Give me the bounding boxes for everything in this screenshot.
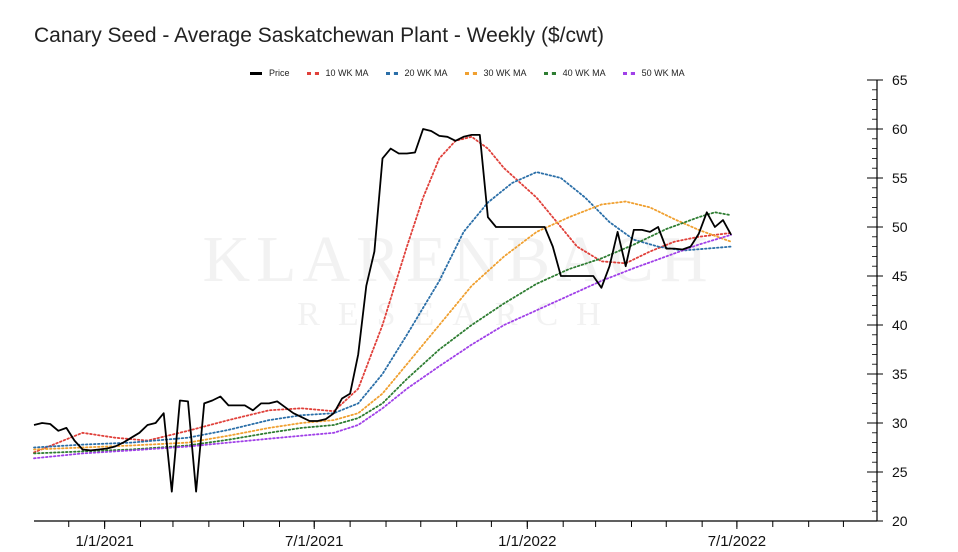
y-tick-label: 65: [892, 72, 908, 88]
legend-item: 40 WK MA: [543, 68, 606, 78]
y-tick-label: 35: [892, 366, 908, 382]
series-line-30-wk-ma: [33, 200, 732, 451]
legend-swatch: [464, 71, 477, 75]
y-tick-label: 55: [892, 170, 908, 186]
legend-item: 20 WK MA: [385, 68, 448, 78]
legend-swatch: [385, 71, 398, 75]
series-line-50-wk-ma: [33, 233, 732, 460]
legend-item: 10 WK MA: [306, 68, 369, 78]
y-tick-label: 50: [892, 219, 908, 235]
legend-swatch: [543, 71, 556, 75]
y-tick-label: 60: [892, 121, 908, 137]
legend-swatch: [622, 71, 635, 75]
chart-legend: Price 10 WK MA 20 WK MA 30 WK MA 40 WK MA 50 …: [250, 66, 702, 80]
x-tick-label: 1/1/2021: [75, 533, 133, 550]
legend-label: 40 WK MA: [562, 68, 606, 78]
chart-title: Canary Seed - Average Saskatchewan Plant…: [34, 24, 604, 47]
x-tick-label: 7/1/2022: [708, 533, 766, 550]
y-tick-label: 25: [892, 464, 908, 480]
legend-label: 20 WK MA: [404, 68, 448, 78]
legend-label: Price: [269, 68, 290, 78]
legend-item: 30 WK MA: [464, 68, 527, 78]
legend-label: 10 WK MA: [325, 68, 369, 78]
series-line-10-wk-ma: [33, 135, 732, 454]
y-tick-label: 30: [892, 415, 908, 431]
x-tick-label: 7/1/2021: [285, 533, 343, 550]
legend-label: 50 WK MA: [641, 68, 685, 78]
y-tick-label: 45: [892, 268, 908, 284]
legend-item: 50 WK MA: [622, 68, 685, 78]
series-line-40-wk-ma: [33, 211, 732, 455]
legend-item: Price: [250, 68, 290, 78]
x-tick-label: 1/1/2022: [498, 533, 556, 550]
legend-swatch: [306, 71, 319, 75]
series-line-20-wk-ma: [33, 171, 732, 449]
legend-swatch: [250, 71, 262, 75]
y-tick-label: 40: [892, 317, 908, 333]
series-line-price: [33, 128, 732, 493]
y-tick-label: 20: [892, 513, 908, 529]
legend-label: 30 WK MA: [483, 68, 527, 78]
